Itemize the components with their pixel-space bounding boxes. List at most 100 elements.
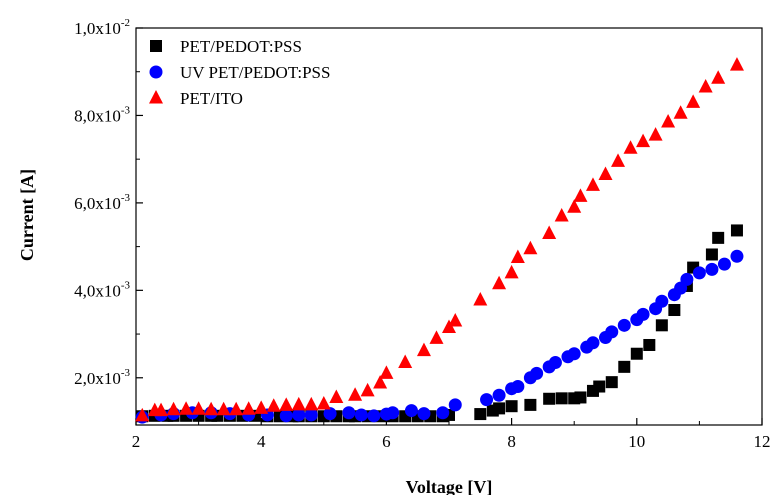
data-point	[567, 199, 582, 213]
data-point	[661, 114, 676, 128]
data-point	[511, 380, 525, 394]
data-point	[686, 94, 701, 108]
data-point	[543, 392, 556, 405]
y-axis: 2,0x10-3 4,0x10-3 6,0x10-3 8,0x10-3 1,0x10-2	[74, 17, 143, 423]
data-point	[680, 272, 694, 286]
legend-marker	[149, 90, 163, 104]
data-point	[530, 366, 544, 380]
data-point	[348, 387, 363, 401]
data-point	[618, 360, 631, 373]
data-point	[448, 398, 462, 412]
data-point	[386, 406, 400, 420]
data-point	[316, 396, 331, 410]
data-point	[480, 393, 494, 407]
plot-area	[135, 27, 763, 426]
legend-label: PET/ITO	[180, 89, 243, 108]
data-point	[712, 231, 725, 244]
data-point	[436, 406, 450, 420]
x-tick-label: 2	[132, 432, 141, 451]
data-point	[504, 264, 519, 279]
data-point	[623, 140, 638, 154]
data-point	[555, 392, 568, 405]
y-tick-label: 2,0x10-3	[74, 367, 130, 388]
data-point	[254, 400, 269, 414]
data-point	[417, 407, 431, 421]
data-point	[492, 275, 507, 290]
data-point	[429, 330, 444, 344]
data-point	[593, 380, 606, 393]
data-point	[292, 408, 306, 422]
data-point	[636, 307, 650, 321]
data-point	[598, 166, 613, 180]
data-point	[329, 389, 344, 403]
data-point	[179, 401, 194, 415]
data-point	[448, 312, 463, 327]
x-tick-label: 4	[257, 432, 266, 451]
y-tick-label: 8,0x10-3	[74, 104, 130, 125]
data-point	[229, 401, 244, 416]
data-point	[493, 402, 506, 415]
x-axis-label: Voltage [V]	[406, 477, 493, 495]
data-point	[474, 408, 487, 421]
plot-frame	[135, 27, 763, 426]
x-tick-label: 12	[754, 432, 771, 451]
data-point	[216, 401, 231, 416]
data-point	[711, 70, 726, 84]
y-tick-label: 1,0x10-2	[74, 17, 130, 38]
data-point	[379, 365, 394, 379]
data-point	[655, 319, 668, 332]
data-point	[154, 402, 169, 417]
data-point	[354, 408, 368, 422]
data-point	[554, 208, 569, 222]
data-point	[241, 401, 256, 415]
data-point	[524, 398, 537, 411]
data-point	[523, 240, 538, 255]
x-tick-label: 6	[382, 432, 391, 451]
data-point	[279, 409, 293, 423]
data-point	[605, 325, 619, 339]
data-point	[673, 105, 688, 119]
data-point	[630, 347, 643, 360]
data-point	[204, 401, 219, 416]
data-point	[730, 224, 743, 237]
legend-marker	[150, 40, 162, 52]
data-point	[473, 291, 488, 306]
data-point	[279, 397, 294, 411]
data-point	[585, 177, 600, 191]
legend: PET/PEDOT:PSS UV PET/PEDOT:PSS PET/ITO	[149, 37, 330, 108]
data-point	[166, 401, 181, 416]
data-point	[729, 57, 744, 71]
data-point	[567, 347, 581, 361]
data-point	[191, 401, 206, 415]
data-point	[730, 249, 744, 263]
x-axis: 2 4 6 8 10 12	[132, 418, 771, 451]
y-axis-label: Current [A]	[17, 169, 37, 261]
legend-label: UV PET/PEDOT:PSS	[180, 63, 330, 82]
data-point	[648, 127, 663, 141]
data-point	[323, 407, 337, 421]
data-point	[611, 153, 626, 167]
x-tick-label: 10	[628, 432, 645, 451]
data-point	[605, 376, 618, 389]
x-tick-label: 8	[507, 432, 516, 451]
data-point	[692, 266, 706, 280]
data-point	[573, 188, 588, 202]
data-point	[574, 391, 587, 404]
legend-marker	[149, 65, 163, 79]
data-point	[398, 354, 413, 368]
legend-label: PET/PEDOT:PSS	[180, 37, 302, 56]
series-layer	[135, 57, 744, 424]
data-point	[304, 396, 319, 411]
data-point	[668, 304, 681, 317]
data-point	[304, 408, 318, 422]
series-1	[136, 224, 743, 423]
series-3	[135, 57, 744, 422]
data-point	[266, 398, 281, 412]
data-point	[548, 355, 562, 369]
data-point	[492, 388, 506, 402]
data-point	[636, 133, 651, 148]
data-point	[367, 409, 381, 423]
data-point	[510, 249, 525, 264]
data-point	[291, 396, 306, 411]
